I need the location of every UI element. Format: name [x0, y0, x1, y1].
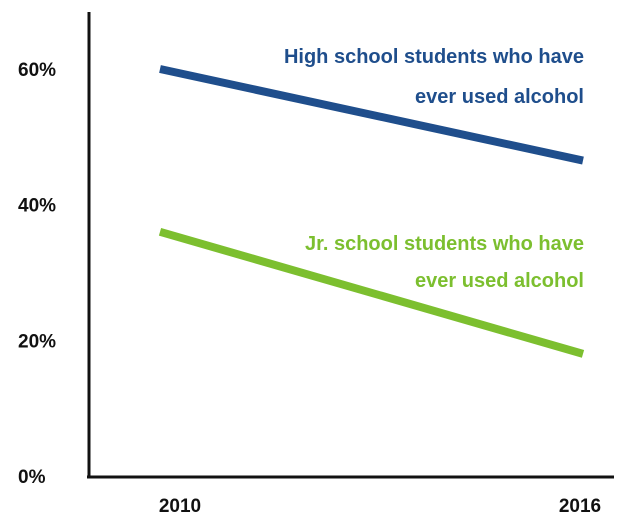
series-line-0 [159, 65, 584, 165]
y-tick-labels: 0% 20% 40% 60% [18, 60, 56, 488]
x-tick-label-1: 2016 [559, 496, 601, 517]
series-label-group: High school students who have ever used … [284, 46, 584, 292]
y-tick-label-3: 60% [18, 60, 56, 81]
series-line-1 [158, 227, 585, 358]
series-group [158, 65, 585, 358]
y-tick-label-1: 20% [18, 331, 56, 352]
x-tick-label-0: 2010 [159, 496, 201, 517]
y-tick-label-2: 40% [18, 196, 56, 217]
series-label-0-line-0: High school students who have [284, 46, 584, 68]
x-tick-labels: 2010 2016 [159, 496, 601, 517]
series-label-1-line-0: Jr. school students who have [305, 233, 584, 255]
y-tick-label-0: 0% [18, 467, 46, 488]
series-label-1-line-1: ever used alcohol [415, 270, 584, 292]
series-label-0-line-1: ever used alcohol [415, 86, 584, 108]
